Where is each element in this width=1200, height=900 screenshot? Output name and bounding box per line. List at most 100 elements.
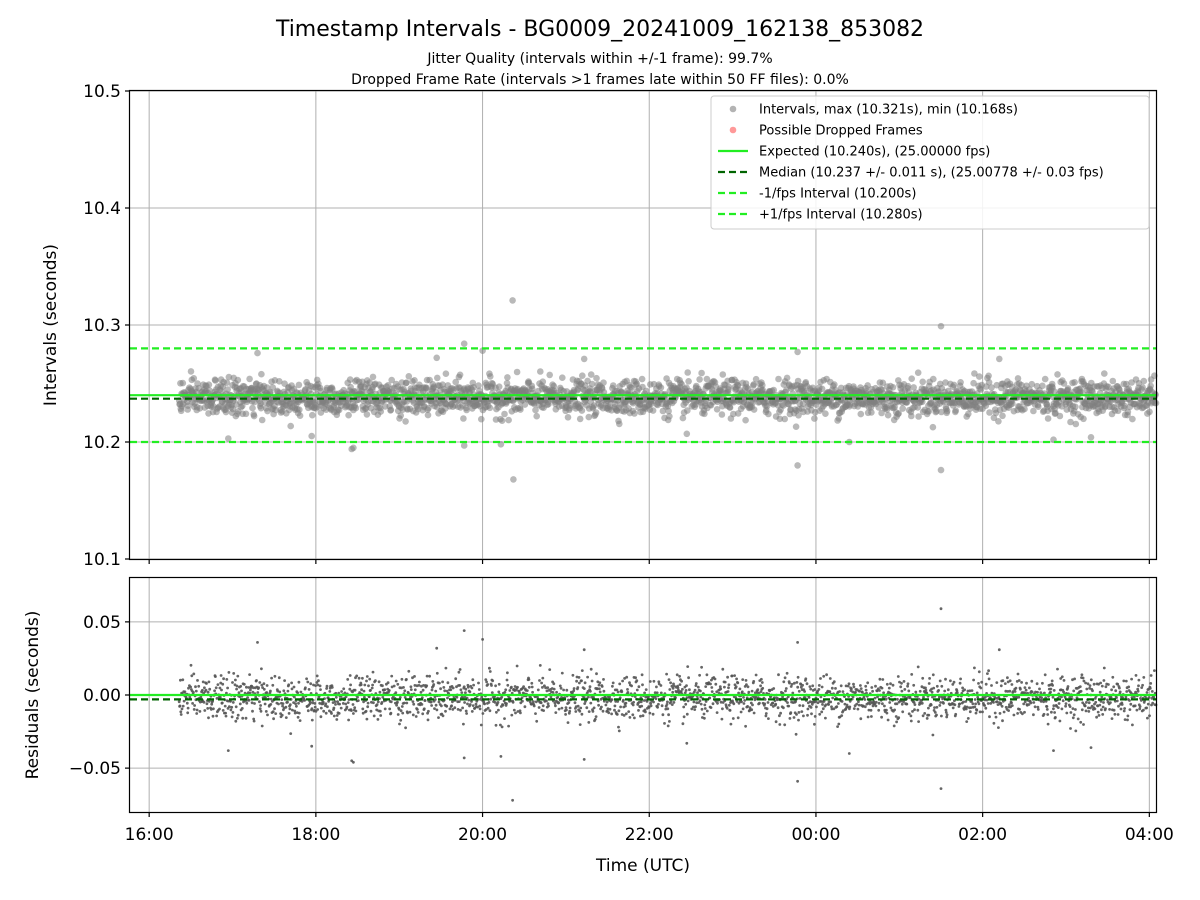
data-point xyxy=(371,670,375,674)
data-point xyxy=(932,686,936,690)
data-point xyxy=(566,721,570,724)
intervals-y-axis-label: Intervals (seconds) xyxy=(41,244,61,406)
data-point xyxy=(642,387,650,395)
data-point xyxy=(319,688,322,691)
data-point xyxy=(985,379,993,386)
data-point xyxy=(660,704,664,708)
data-point xyxy=(1069,727,1072,730)
legend-label: Intervals, max (10.321s), min (10.168s) xyxy=(759,103,1018,118)
data-point xyxy=(538,664,542,667)
data-point xyxy=(365,675,369,678)
data-point xyxy=(865,691,868,695)
data-point xyxy=(564,706,568,709)
data-point xyxy=(951,706,955,710)
data-point xyxy=(999,702,1003,705)
data-point xyxy=(1084,709,1088,713)
data-point xyxy=(1033,705,1037,709)
data-point xyxy=(227,671,231,674)
data-point xyxy=(1094,700,1098,704)
data-point xyxy=(736,716,740,720)
data-point xyxy=(297,701,300,705)
data-point xyxy=(889,384,897,391)
data-point xyxy=(742,702,746,705)
data-point xyxy=(400,677,404,681)
data-point xyxy=(783,374,791,382)
data-point xyxy=(750,689,754,693)
data-point xyxy=(340,690,343,693)
data-point xyxy=(1054,371,1061,378)
data-point xyxy=(554,711,558,714)
data-point xyxy=(1046,722,1050,726)
data-point xyxy=(515,664,519,668)
data-point xyxy=(648,680,652,683)
data-point xyxy=(817,684,821,687)
data-point xyxy=(817,688,821,691)
data-point xyxy=(855,702,859,706)
data-point xyxy=(227,705,231,709)
data-point xyxy=(615,688,619,692)
data-point xyxy=(303,699,306,702)
data-point xyxy=(698,699,702,703)
data-point xyxy=(281,702,285,705)
data-point xyxy=(486,706,490,710)
data-point xyxy=(604,703,608,707)
data-point xyxy=(857,700,860,704)
data-point xyxy=(721,701,725,704)
data-point xyxy=(556,695,560,699)
data-point xyxy=(400,705,404,708)
data-point xyxy=(703,707,707,710)
data-point xyxy=(953,703,957,707)
data-point xyxy=(710,686,714,689)
data-point xyxy=(284,705,288,709)
data-point xyxy=(535,719,539,723)
data-point xyxy=(1124,695,1128,699)
data-point xyxy=(479,723,483,727)
data-point xyxy=(559,686,563,690)
data-point xyxy=(546,702,550,706)
data-point xyxy=(212,707,215,711)
data-point xyxy=(1138,705,1142,708)
data-point-outlier xyxy=(997,648,1001,652)
data-point xyxy=(911,710,914,713)
data-point xyxy=(952,407,959,414)
data-point xyxy=(1036,708,1040,711)
data-point xyxy=(292,685,296,689)
data-point xyxy=(486,683,490,686)
data-point xyxy=(643,691,646,695)
data-point xyxy=(439,687,442,691)
data-point xyxy=(491,679,495,683)
data-point xyxy=(720,717,724,721)
data-point xyxy=(1124,408,1132,416)
data-point xyxy=(952,680,956,684)
data-point xyxy=(420,703,424,706)
data-point xyxy=(740,690,744,694)
data-point xyxy=(316,683,320,687)
data-point xyxy=(684,689,688,692)
data-point xyxy=(616,420,623,428)
data-point xyxy=(1088,684,1092,687)
data-point xyxy=(305,677,308,681)
data-point xyxy=(895,410,902,417)
data-point xyxy=(576,415,584,423)
data-point xyxy=(187,368,195,375)
data-point xyxy=(551,691,555,694)
data-point xyxy=(1111,675,1115,679)
data-point xyxy=(402,701,406,705)
data-point xyxy=(1122,679,1126,683)
data-point xyxy=(1088,686,1091,690)
data-point xyxy=(463,406,470,414)
data-point xyxy=(906,684,909,688)
data-point xyxy=(869,708,873,712)
data-point xyxy=(1021,405,1028,413)
data-point xyxy=(824,703,828,707)
data-point xyxy=(1062,679,1066,682)
data-point xyxy=(935,705,939,709)
data-point xyxy=(378,709,382,713)
data-point xyxy=(878,677,882,681)
data-point xyxy=(1052,704,1056,708)
data-point xyxy=(859,717,863,721)
data-point xyxy=(573,701,577,705)
data-point xyxy=(694,684,698,687)
data-point xyxy=(945,713,949,717)
data-point xyxy=(616,690,620,694)
